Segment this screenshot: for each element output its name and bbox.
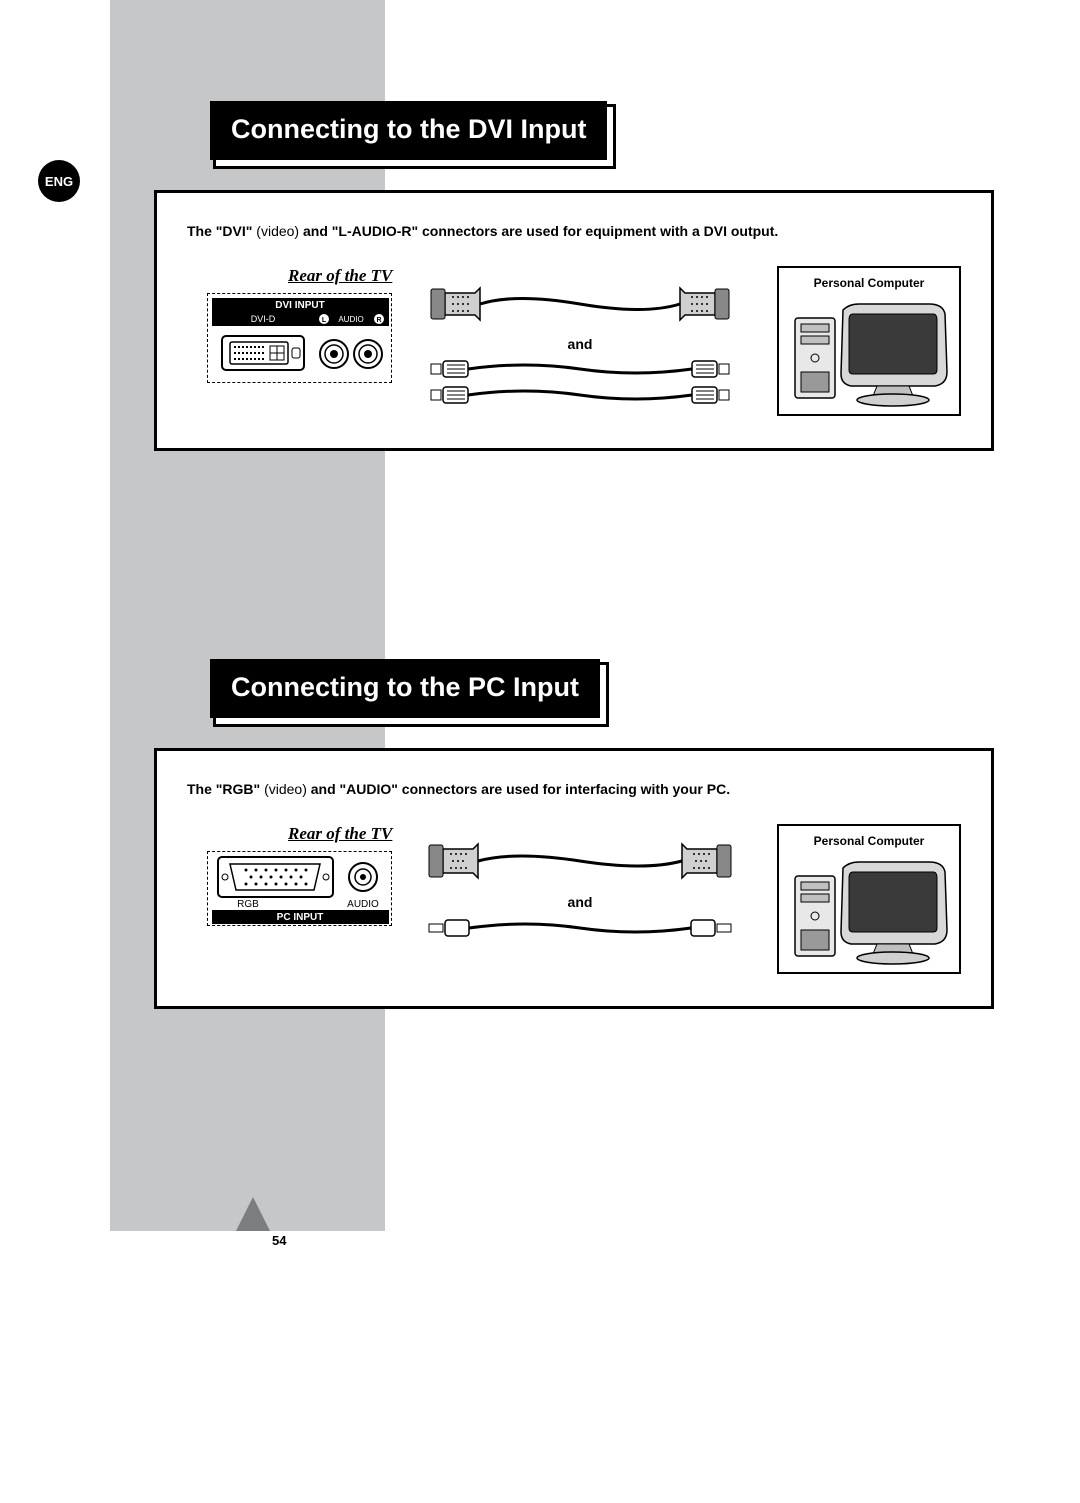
- intro-suffix-pc: and "AUDIO" connectors are used for inte…: [307, 781, 730, 797]
- intro-text-pc: The "RGB" (video) and "AUDIO" connectors…: [187, 781, 730, 797]
- section-heading-dvi: Connecting to the DVI Input: [210, 101, 607, 160]
- section-heading-pc-text: Connecting to the PC Input: [231, 672, 579, 702]
- page-number: 54: [272, 1233, 286, 1248]
- pc-box-dvi: Personal Computer: [777, 266, 961, 416]
- and-label-pc: and: [425, 894, 735, 910]
- pc-icon: [789, 302, 953, 407]
- rgb-label: RGB: [237, 899, 259, 910]
- cable-area-dvi: and: [425, 283, 735, 408]
- pc-port-svg: RGB AUDIO PC INPUT: [208, 852, 393, 927]
- intro-paren-pc: (video): [264, 781, 307, 797]
- rca-cable-icon: [425, 358, 735, 408]
- pc-port-panel: RGB AUDIO PC INPUT: [207, 851, 392, 926]
- grey-sidebar: [110, 0, 385, 1231]
- cable-area-pc: and: [425, 841, 735, 966]
- pc-label-dvi: Personal Computer: [779, 276, 959, 290]
- pc-audio-label: AUDIO: [347, 899, 379, 910]
- pc-box-pc: Personal Computer: [777, 824, 961, 974]
- dvi-cable-icon: [425, 283, 735, 325]
- intro-suffix: and "L-AUDIO-R" connectors are used for …: [299, 223, 778, 239]
- content-frame-dvi: The "DVI" (video) and "L-AUDIO-R" connec…: [154, 190, 994, 451]
- intro-text-dvi: The "DVI" (video) and "L-AUDIO-R" connec…: [187, 223, 778, 239]
- language-badge-text: ENG: [45, 174, 73, 189]
- pc-label-pc: Personal Computer: [779, 834, 959, 848]
- section-heading-pc: Connecting to the PC Input: [210, 659, 600, 718]
- page-arrow-icon: [236, 1197, 270, 1231]
- language-badge: ENG: [38, 160, 80, 202]
- vga-cable-icon: [425, 841, 735, 883]
- audio-l-label: L: [322, 317, 327, 324]
- section-heading-dvi-text: Connecting to the DVI Input: [231, 114, 586, 144]
- dvi-header: DVI INPUT: [275, 300, 324, 311]
- rear-label-dvi: Rear of the TV: [288, 266, 392, 286]
- audio-label: AUDIO: [338, 315, 363, 324]
- and-label-dvi: and: [425, 336, 735, 352]
- intro-prefix: The "DVI": [187, 223, 256, 239]
- dvi-d-label: DVI-D: [251, 314, 276, 324]
- intro-prefix-pc: The "RGB": [187, 781, 264, 797]
- pc-icon-2: [789, 860, 953, 965]
- dvi-port-svg: DVI INPUT DVI-D L AUDIO R: [208, 294, 393, 384]
- audio-r-label: R: [376, 317, 381, 324]
- audio-cable-icon: [425, 916, 735, 940]
- content-frame-pc: The "RGB" (video) and "AUDIO" connectors…: [154, 748, 994, 1009]
- pc-input-label: PC INPUT: [277, 912, 324, 923]
- rear-label-pc: Rear of the TV: [288, 824, 392, 844]
- dvi-port-panel: DVI INPUT DVI-D L AUDIO R: [207, 293, 392, 383]
- intro-paren: (video): [256, 223, 299, 239]
